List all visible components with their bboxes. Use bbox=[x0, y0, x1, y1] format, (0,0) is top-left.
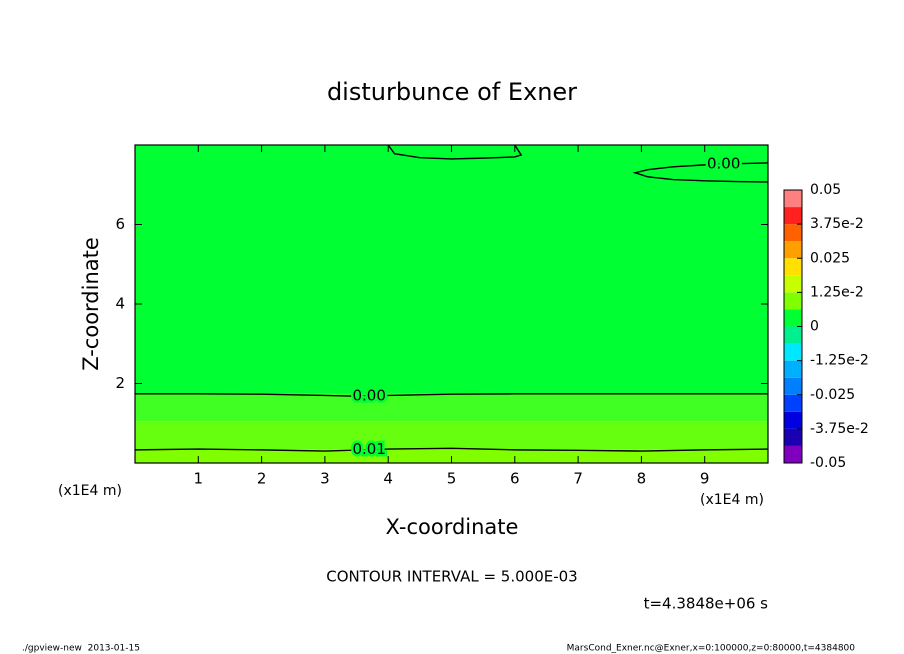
colorbar-tick-label: 0 bbox=[810, 319, 819, 335]
y-tick-label: 2 bbox=[115, 374, 125, 392]
contour-line bbox=[632, 162, 769, 183]
footer-left: ./gpview-new 2013-01-15 bbox=[22, 644, 140, 654]
colorbar-tick-label: -0.025 bbox=[810, 387, 855, 403]
contour-label: 0.00 bbox=[353, 386, 386, 404]
time-label: t=4.3848e+06 s bbox=[644, 595, 769, 613]
colorbar-segment bbox=[784, 377, 802, 395]
filled-band bbox=[135, 393, 768, 422]
contour-line bbox=[135, 393, 768, 397]
filled-band bbox=[135, 145, 768, 394]
colorbar-tick-label: 0.025 bbox=[810, 250, 850, 266]
colorbar-segment bbox=[784, 207, 802, 225]
contour-label: 0.00 bbox=[707, 155, 740, 173]
chart-title: disturbunce of Exner bbox=[327, 78, 577, 106]
colorbar-segment bbox=[784, 343, 802, 361]
x-tick-label: 2 bbox=[257, 470, 267, 488]
y-tick-label: 6 bbox=[115, 215, 125, 233]
footer-right: MarsCond_Exner.nc@Exner,x=0:100000,z=0:8… bbox=[567, 644, 856, 654]
colorbar-tick-label: 3.75e-2 bbox=[810, 216, 864, 232]
colorbar-segment bbox=[784, 411, 802, 429]
x-axis-label: X-coordinate bbox=[386, 515, 519, 539]
colorbar-segment bbox=[784, 241, 802, 259]
x-tick-label: 3 bbox=[320, 470, 330, 488]
colorbar-segment bbox=[784, 258, 802, 276]
colorbar-segment bbox=[784, 275, 802, 293]
colorbar-segment bbox=[784, 224, 802, 242]
colorbar-segment bbox=[784, 292, 802, 310]
colorbar-segment bbox=[784, 326, 802, 344]
colorbar-segment bbox=[784, 360, 802, 378]
y-axis-label: Z-coordinate bbox=[79, 237, 103, 371]
colorbar-segment bbox=[784, 428, 802, 446]
x-tick-label: 6 bbox=[510, 470, 520, 488]
colorbar-segment bbox=[784, 309, 802, 327]
colorbar-segment bbox=[784, 394, 802, 412]
contour-label: 0.01 bbox=[353, 440, 386, 458]
colorbar-tick-label: 0.05 bbox=[810, 182, 841, 198]
colorbar-tick-label: -3.75e-2 bbox=[810, 421, 869, 437]
colorbar-tick-label: -0.05 bbox=[810, 455, 846, 471]
colorbar-segment bbox=[784, 445, 802, 463]
colorbar-tick-label: 1.25e-2 bbox=[810, 284, 864, 300]
x-tick-label: 7 bbox=[573, 470, 583, 488]
x-tick-label: 1 bbox=[194, 470, 204, 488]
x-tick-label: 4 bbox=[383, 470, 393, 488]
x-tick-label: 8 bbox=[637, 470, 647, 488]
x-tick-label: 5 bbox=[447, 470, 457, 488]
contour-interval: CONTOUR INTERVAL = 5.000E-03 bbox=[326, 568, 577, 586]
colorbar-segment bbox=[784, 190, 802, 208]
y-unit-label: (x1E4 m) bbox=[58, 483, 122, 499]
filled-band bbox=[135, 421, 768, 450]
x-unit-label: (x1E4 m) bbox=[700, 492, 764, 508]
contour-line bbox=[387, 144, 523, 160]
colorbar-tick-label: -1.25e-2 bbox=[810, 353, 869, 369]
contour-line bbox=[134, 447, 769, 452]
y-tick-label: 4 bbox=[115, 295, 125, 313]
x-tick-label: 9 bbox=[700, 470, 710, 488]
